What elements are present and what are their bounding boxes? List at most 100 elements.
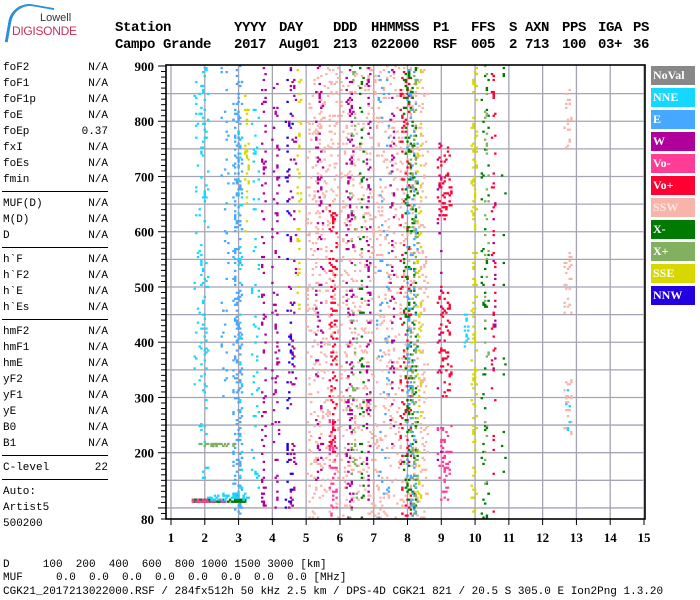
muf-value: 0.0 bbox=[287, 572, 307, 584]
echo-point bbox=[330, 82, 333, 86]
echo-point bbox=[419, 305, 423, 308]
echo-point bbox=[365, 78, 369, 82]
echo-point bbox=[294, 140, 298, 143]
echo-point bbox=[440, 164, 443, 167]
echo-point bbox=[401, 198, 404, 201]
echo-point bbox=[411, 464, 414, 467]
echo-point bbox=[210, 496, 213, 499]
echo-point bbox=[472, 82, 475, 86]
echo-point bbox=[406, 462, 409, 465]
auto-scaler-info: Auto: bbox=[3, 486, 37, 498]
echo-point bbox=[316, 132, 320, 135]
echo-point bbox=[215, 444, 218, 448]
echo-point bbox=[335, 214, 338, 217]
echo-point bbox=[413, 154, 416, 157]
echo-point bbox=[408, 329, 411, 332]
echo-point bbox=[264, 504, 267, 507]
echo-point bbox=[316, 315, 320, 318]
echo-point bbox=[406, 438, 409, 442]
echo-point bbox=[240, 343, 244, 346]
echo-point bbox=[472, 466, 475, 469]
echo-point bbox=[441, 331, 445, 334]
echo-point bbox=[389, 184, 392, 187]
echo-point bbox=[406, 448, 409, 451]
param-name: MUF(D) bbox=[3, 198, 43, 210]
echo-point bbox=[413, 494, 416, 497]
echo-point bbox=[408, 395, 411, 398]
echo-point bbox=[367, 303, 370, 306]
echo-point bbox=[402, 351, 406, 354]
echo-point bbox=[381, 214, 384, 217]
echo-point bbox=[384, 492, 387, 495]
echo-point bbox=[401, 140, 404, 143]
echo-point bbox=[348, 484, 352, 487]
echo-point bbox=[355, 132, 358, 135]
echo-point bbox=[335, 454, 338, 457]
echo-point bbox=[239, 295, 242, 298]
echo-point bbox=[311, 496, 315, 499]
echo-point bbox=[419, 71, 423, 74]
echo-point bbox=[210, 498, 213, 501]
echo-point bbox=[365, 403, 369, 406]
echo-point bbox=[404, 476, 407, 479]
echo-point bbox=[203, 476, 206, 479]
echo-point bbox=[333, 287, 337, 290]
echo-point bbox=[401, 136, 404, 139]
echo-point bbox=[482, 462, 485, 465]
echo-point bbox=[484, 295, 487, 298]
echo-point bbox=[318, 138, 321, 141]
echo-point bbox=[239, 387, 242, 390]
echo-point bbox=[450, 425, 453, 428]
echo-point bbox=[299, 192, 303, 195]
echo-point bbox=[250, 448, 254, 451]
echo-point bbox=[372, 88, 375, 92]
echo-point bbox=[394, 301, 397, 304]
echo-point bbox=[262, 317, 266, 320]
echo-point bbox=[277, 176, 281, 179]
echo-point bbox=[306, 234, 309, 237]
echo-point bbox=[365, 456, 369, 459]
echo-point bbox=[414, 401, 418, 404]
echo-point bbox=[482, 373, 485, 376]
echo-point bbox=[235, 391, 239, 394]
echo-point bbox=[408, 315, 411, 318]
echo-point bbox=[288, 343, 291, 346]
echo-point bbox=[244, 152, 247, 155]
echo-point bbox=[484, 421, 487, 424]
echo-point bbox=[448, 204, 451, 207]
echo-point bbox=[330, 90, 333, 94]
echo-point bbox=[245, 190, 249, 193]
echo-point bbox=[384, 130, 387, 133]
echo-point bbox=[492, 259, 495, 263]
echo-point bbox=[332, 279, 335, 282]
echo-point bbox=[207, 442, 210, 446]
echo-point bbox=[389, 299, 392, 302]
echo-point bbox=[330, 438, 333, 442]
echo-point bbox=[318, 122, 321, 125]
echo-point bbox=[438, 146, 441, 149]
echo-point bbox=[340, 176, 343, 179]
echo-point bbox=[399, 291, 402, 294]
y-tick-label: 700 bbox=[135, 169, 155, 184]
echo-point bbox=[441, 427, 445, 430]
echo-point bbox=[298, 307, 301, 310]
echo-point bbox=[330, 335, 333, 338]
echo-point bbox=[367, 206, 370, 209]
echo-point bbox=[298, 248, 301, 251]
echo-point bbox=[379, 253, 382, 257]
echo-point bbox=[418, 269, 421, 272]
echo-point bbox=[345, 299, 348, 302]
echo-point bbox=[484, 303, 487, 306]
echo-point bbox=[387, 218, 391, 221]
echo-point bbox=[565, 102, 568, 105]
echo-point bbox=[342, 279, 345, 282]
echo-point bbox=[342, 434, 345, 438]
echo-point bbox=[310, 222, 313, 225]
echo-point bbox=[404, 212, 407, 215]
echo-point bbox=[276, 192, 279, 195]
echo-point bbox=[436, 222, 440, 225]
echo-point bbox=[320, 106, 323, 109]
echo-point bbox=[343, 152, 347, 155]
echo-point bbox=[353, 389, 357, 392]
echo-point bbox=[370, 218, 374, 221]
